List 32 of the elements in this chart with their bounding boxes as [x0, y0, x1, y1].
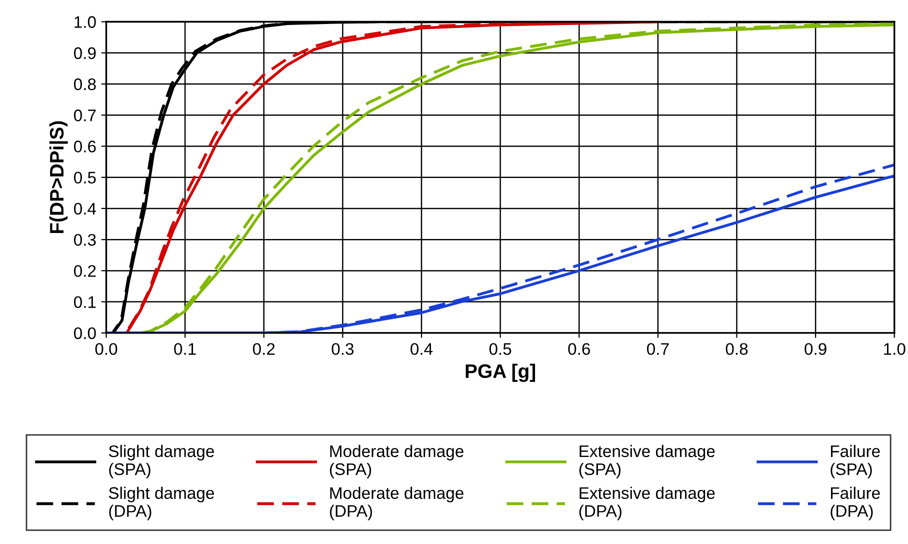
y-tick-label: 0.0: [74, 327, 96, 340]
y-tick-label: 0.9: [74, 47, 96, 60]
x-tick-label: 1.0: [884, 343, 906, 355]
x-tick-label: 0.6: [568, 343, 590, 355]
legend-label: Failure (SPA): [830, 444, 880, 478]
legend-label: Failure (DPA): [830, 486, 880, 520]
y-tick-label: 0.6: [74, 140, 96, 152]
legend-label: Extensive damage (SPA): [579, 444, 715, 478]
x-tick-label: 0.0: [95, 343, 118, 355]
x-tick-label: 0.5: [489, 343, 512, 355]
x-tick-label: 0.1: [174, 343, 196, 355]
x-tick-label: 0.9: [804, 343, 826, 355]
x-tick-label: 0.7: [647, 343, 669, 355]
y-tick-label: 0.2: [74, 265, 96, 277]
legend-label: Slight damage (SPA): [108, 444, 214, 478]
x-tick-label: 0.3: [332, 343, 354, 355]
y-tick-label: 0.7: [74, 110, 96, 122]
legend-label: Slight damage (DPA): [108, 486, 214, 520]
y-axis-title: F(DP>DPi|S): [49, 121, 68, 234]
x-tick-label: 0.2: [252, 343, 275, 355]
y-tick-label: 0.4: [74, 202, 96, 215]
legend-label: Moderate damage (SPA): [330, 444, 464, 478]
x-axis-title: PGA [g]: [466, 364, 536, 382]
x-tick-label: 0.4: [410, 343, 433, 355]
y-tick-label: 0.5: [74, 172, 96, 184]
legend-label: Extensive damage (DPA): [579, 486, 715, 520]
y-tick-label: 0.1: [74, 296, 96, 308]
x-tick-label: 0.8: [726, 343, 748, 355]
y-tick-label: 1.0: [74, 16, 96, 28]
legend-label: Moderate damage (DPA): [330, 486, 464, 520]
y-tick-label: 0.3: [74, 234, 96, 246]
y-tick-label: 0.8: [74, 78, 96, 90]
